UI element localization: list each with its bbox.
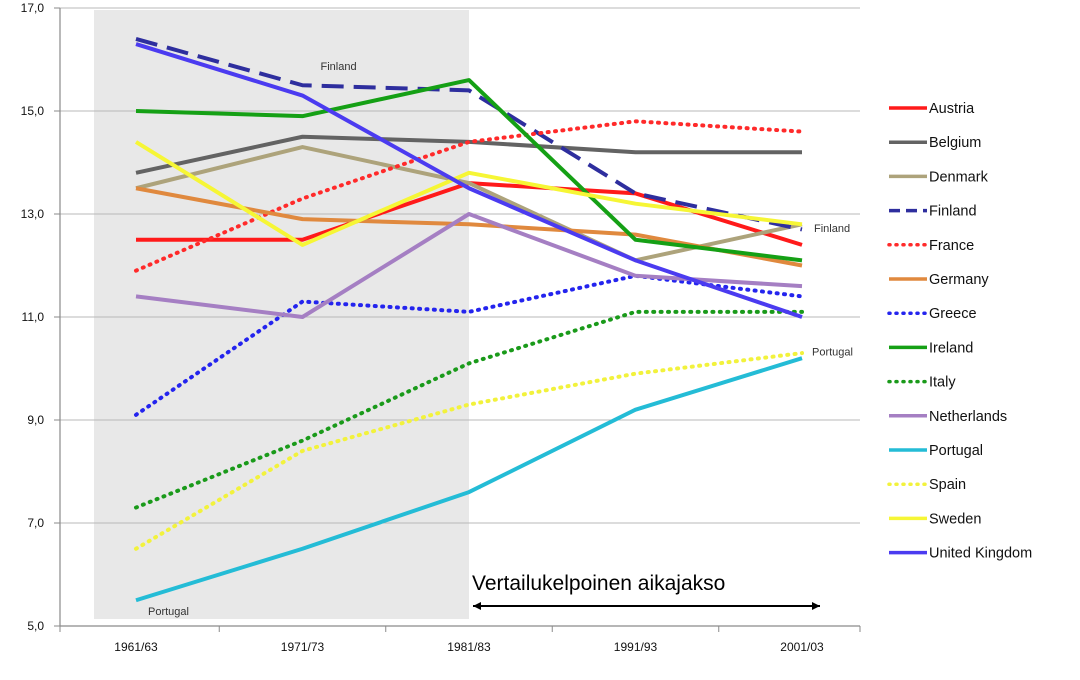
annotation-layer: Finland Finland Portugal Portugal Vertailuke…	[148, 61, 853, 618]
legend-item-italy: Italy	[887, 375, 956, 391]
x-tick-label-1991-93: 1991/93	[614, 640, 658, 654]
series-line-greece	[134, 273, 804, 417]
annotation-finland-1: Finland	[814, 223, 850, 235]
legend-label-spain: Spain	[929, 477, 966, 493]
legend-item-sweden: Sweden	[889, 511, 981, 527]
legend-label-germany: Germany	[929, 272, 989, 288]
series-layer	[134, 36, 804, 603]
annotation-portugal-2: Portugal	[812, 347, 853, 359]
series-line-united-kingdom	[135, 42, 803, 319]
series-line-ireland	[135, 78, 803, 263]
axes-layer: 5,0 7,0 9,0 11,0 13,0 15,0 17,0 1961/63 1971/73 1…	[21, 1, 861, 654]
legend-label-france: France	[929, 238, 974, 254]
series-line-sweden	[134, 140, 803, 247]
legend-item-finland: Finland	[889, 204, 977, 220]
y-tick-label-2: 9,0	[27, 413, 44, 427]
legend-label-denmark: Denmark	[929, 169, 989, 185]
y-tick-label-6: 17,0	[21, 1, 45, 15]
x-tick-label-2001-03: 2001/03	[780, 640, 824, 654]
y-tick-label-3: 11,0	[22, 310, 45, 324]
legend-label-finland: Finland	[929, 204, 977, 220]
legend-item-ireland: Ireland	[889, 340, 973, 356]
legend-item-france: France	[887, 238, 974, 254]
y-tick-label-5: 15,0	[21, 104, 45, 118]
legend-item-belgium: Belgium	[889, 135, 981, 151]
comparison-period-label: Vertailukelpoinen aikajakso	[472, 572, 725, 595]
series-line-portugal	[135, 356, 803, 603]
legend-label-belgium: Belgium	[929, 135, 981, 151]
legend-label-greece: Greece	[929, 306, 977, 322]
grid-layer	[60, 7, 860, 627]
legend-item-austria: Austria	[889, 101, 975, 117]
legend-label-ireland: Ireland	[929, 340, 973, 356]
legend-item-portugal: Portugal	[889, 443, 983, 459]
legend-item-spain: Spain	[887, 477, 966, 493]
annotation-finland-0: Finland	[321, 61, 357, 73]
legend-label-united-kingdom: United Kingdom	[929, 546, 1032, 562]
x-tick-label-1981-83: 1981/83	[447, 640, 491, 654]
legend-label-sweden: Sweden	[929, 511, 981, 527]
legend-item-netherlands: Netherlands	[889, 409, 1007, 425]
series-line-italy	[134, 309, 804, 510]
legend: Austria Belgium Denmark Finland France German…	[887, 101, 1032, 562]
x-tick-label-1961-63: 1961/63	[114, 640, 158, 654]
legend-label-austria: Austria	[929, 101, 975, 117]
legend-item-germany: Germany	[889, 272, 989, 288]
y-tick-label-4: 13,0	[21, 207, 45, 221]
legend-item-denmark: Denmark	[889, 169, 989, 185]
y-tick-label-1: 7,0	[27, 516, 44, 530]
series-line-france	[134, 119, 804, 273]
y-tick-label-0: 5,0	[27, 619, 44, 633]
legend-item-united-kingdom: United Kingdom	[889, 546, 1032, 562]
legend-label-italy: Italy	[929, 375, 956, 391]
series-line-spain	[134, 351, 804, 551]
legend-label-portugal: Portugal	[929, 443, 983, 459]
annotation-portugal-3: Portugal	[148, 606, 189, 618]
series-line-finland	[135, 36, 803, 232]
x-tick-label-1971-73: 1971/73	[281, 640, 325, 654]
legend-item-greece: Greece	[887, 306, 977, 322]
legend-label-netherlands: Netherlands	[929, 409, 1007, 425]
